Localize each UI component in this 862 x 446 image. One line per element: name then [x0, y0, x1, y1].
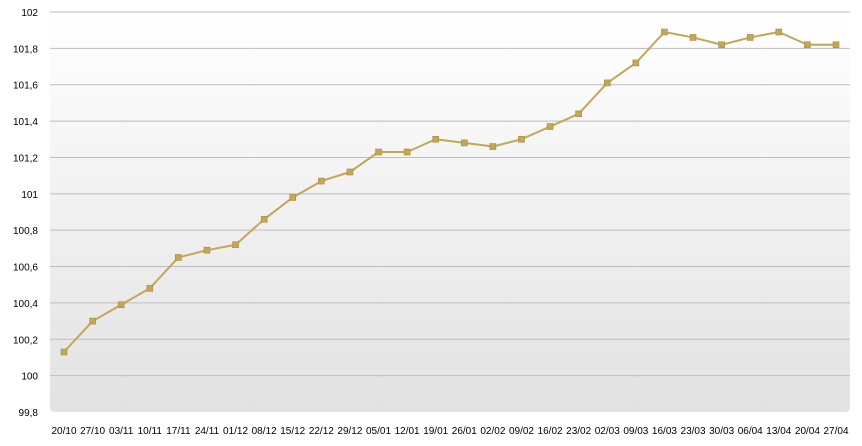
data-point[interactable] — [260, 215, 268, 223]
x-tick-label: 16/02 — [538, 426, 563, 437]
data-point[interactable] — [375, 148, 382, 156]
data-point[interactable] — [318, 177, 325, 185]
y-tick-label: 100,2 — [13, 335, 38, 346]
y-tick-label: 101,2 — [13, 153, 38, 164]
y-tick-label: 100,8 — [13, 226, 38, 237]
x-tick-label: 01/12 — [223, 426, 248, 437]
data-point[interactable] — [89, 317, 96, 325]
series-line — [63, 31, 836, 353]
x-tick-label: 16/03 — [652, 426, 677, 437]
x-tick-label: 15/12 — [280, 426, 305, 437]
x-tick-label: 24/11 — [195, 426, 220, 437]
grid-lines — [50, 11, 850, 377]
x-tick-label: 09/02 — [509, 426, 534, 437]
x-tick-label: 20/04 — [795, 426, 820, 437]
data-point[interactable] — [804, 41, 811, 49]
data-point[interactable] — [718, 41, 725, 49]
x-tick-label: 30/03 — [709, 426, 734, 437]
y-tick-label: 102 — [21, 8, 38, 19]
data-point[interactable] — [775, 28, 783, 36]
x-tick-label: 27/04 — [823, 426, 848, 437]
x-tick-label: 02/02 — [480, 426, 505, 437]
data-point[interactable] — [689, 34, 697, 41]
data-point[interactable] — [403, 148, 411, 156]
x-tick-label: 05/01 — [366, 426, 391, 437]
x-tick-label: 13/04 — [766, 426, 791, 437]
x-tick-label: 27/10 — [80, 426, 105, 437]
y-tick-label: 101,8 — [13, 44, 38, 55]
x-tick-label: 19/01 — [423, 426, 448, 437]
y-tick-label: 100,4 — [13, 299, 38, 310]
y-tick-label: 100 — [21, 372, 38, 383]
data-point[interactable] — [489, 143, 497, 150]
data-point[interactable] — [632, 59, 640, 67]
x-tick-label: 10/11 — [138, 426, 163, 437]
data-point[interactable] — [175, 254, 182, 261]
x-tick-label: 20/10 — [51, 426, 76, 437]
data-point[interactable] — [117, 301, 125, 309]
y-tick-label: 99,8 — [19, 408, 39, 419]
data-point[interactable] — [289, 194, 297, 201]
y-axis-ticks: 99,8 100 100,2 100,4 100,6 100,8 101 101,2 101,4… — [13, 8, 38, 419]
y-tick-label: 101 — [21, 190, 38, 201]
x-tick-label: 12/01 — [395, 426, 420, 437]
x-tick-label: 23/03 — [681, 426, 706, 437]
data-point[interactable] — [232, 241, 239, 249]
y-tick-label: 100,6 — [13, 263, 38, 274]
x-tick-label: 29/12 — [337, 426, 362, 437]
data-point[interactable] — [203, 246, 211, 254]
plot-area — [50, 12, 850, 412]
x-tick-label: 08/12 — [252, 426, 277, 437]
data-point[interactable] — [832, 41, 840, 49]
data-point[interactable] — [60, 348, 68, 356]
x-tick-label: 23/02 — [566, 426, 591, 437]
data-point[interactable] — [146, 285, 154, 292]
x-axis-ticks: 20/10 27/10 03/11 10/11 17/11 24/11 01/12 08/12… — [51, 426, 848, 437]
data-point[interactable] — [346, 168, 354, 176]
x-tick-label: 26/01 — [452, 426, 477, 437]
data-point[interactable] — [661, 28, 668, 36]
data-point[interactable] — [518, 135, 525, 143]
y-tick-label: 101,6 — [13, 81, 38, 92]
data-point[interactable] — [546, 123, 554, 130]
y-tick-label: 101,4 — [13, 117, 38, 128]
x-tick-label: 22/12 — [309, 426, 334, 437]
x-tick-label: 17/11 — [166, 426, 191, 437]
x-tick-label: 03/11 — [109, 426, 134, 437]
data-point[interactable] — [575, 110, 582, 118]
data-point[interactable] — [603, 79, 611, 87]
series-layer — [60, 28, 840, 356]
data-point[interactable] — [432, 135, 440, 143]
data-point[interactable] — [746, 34, 754, 41]
data-point[interactable] — [460, 139, 468, 147]
x-tick-label: 09/03 — [623, 426, 648, 437]
x-tick-label: 06/04 — [738, 426, 763, 437]
x-tick-label: 02/03 — [595, 426, 620, 437]
